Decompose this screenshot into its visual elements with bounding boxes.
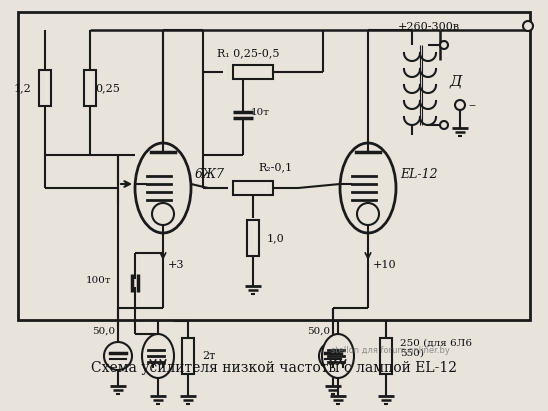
Text: +260-300в: +260-300в — [398, 22, 460, 32]
Circle shape — [440, 41, 448, 49]
Text: Д: Д — [450, 74, 463, 88]
Circle shape — [440, 121, 448, 129]
Bar — [233, 65, 273, 79]
Text: 6Ж7: 6Ж7 — [195, 168, 225, 181]
Text: stellon для forum.onliner.by: stellon для forum.onliner.by — [330, 346, 449, 355]
Text: 10т: 10т — [251, 108, 270, 117]
Text: 100т: 100т — [85, 276, 111, 285]
Text: R₁ 0,25-0,5: R₁ 0,25-0,5 — [217, 48, 279, 58]
Circle shape — [319, 342, 347, 370]
Circle shape — [104, 342, 132, 370]
Circle shape — [523, 21, 533, 31]
Ellipse shape — [142, 334, 174, 378]
Text: 50,0: 50,0 — [307, 327, 330, 336]
Text: 1,0: 1,0 — [267, 233, 285, 243]
Bar — [84, 70, 96, 106]
Text: –: – — [468, 98, 475, 112]
Ellipse shape — [135, 143, 191, 233]
Text: 50,0: 50,0 — [93, 327, 116, 336]
Text: +10: +10 — [373, 260, 397, 270]
Ellipse shape — [322, 334, 354, 378]
Text: 1,2: 1,2 — [14, 83, 32, 93]
Circle shape — [455, 100, 465, 110]
Bar — [247, 220, 259, 256]
Text: 0,25: 0,25 — [95, 83, 121, 93]
Bar — [233, 181, 273, 195]
Text: R₂-0,1: R₂-0,1 — [258, 162, 292, 172]
Text: 250 (для 6Л6
550): 250 (для 6Л6 550) — [400, 338, 472, 358]
Bar — [182, 338, 194, 374]
Text: 2т: 2т — [202, 351, 215, 361]
Text: EL-12: EL-12 — [400, 168, 438, 181]
Bar — [39, 70, 51, 106]
Circle shape — [357, 203, 379, 225]
Text: +3: +3 — [168, 260, 185, 270]
Bar — [18, 12, 530, 320]
Ellipse shape — [340, 143, 396, 233]
Bar — [380, 338, 392, 374]
Text: Схема усилителя низкой частоты с лампой EL-12: Схема усилителя низкой частоты с лампой … — [91, 361, 457, 375]
Circle shape — [152, 203, 174, 225]
